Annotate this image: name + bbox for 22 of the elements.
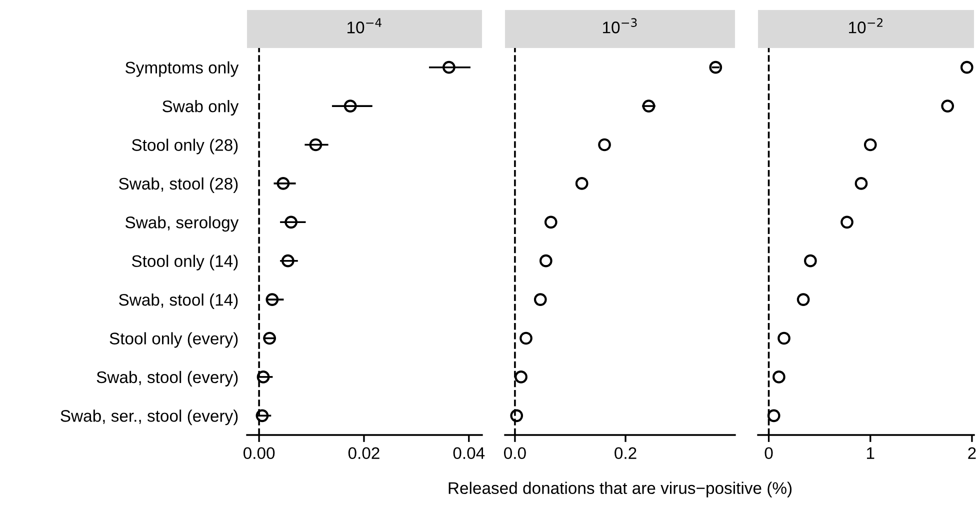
x-tick-label: 0.02 [348,447,380,460]
y-tick-label: Stool only (every) [110,332,238,348]
x-tick-label: 0.00 [244,447,275,460]
x-axis-title: Released donations that are virus−positive (%) [448,482,792,498]
x-tick-label: 1 [867,447,874,459]
y-tick-label: Swab, stool (14) [119,294,238,310]
y-tick-label: Swab, stool (every) [96,370,238,386]
y-tick-label: Swab only [162,100,239,116]
y-tick-label: Swab, serology [125,216,239,232]
y-tick-label: Stool only (28) [132,138,238,154]
y-tick-label: Stool only (14) [132,254,238,270]
chart-title: 10$^{−4}$ [348,18,382,34]
x-tick-label: 0.04 [453,447,485,460]
y-tick-label: Symptoms only [126,61,239,77]
x-tick-label: 0.2 [614,447,636,460]
x-tick-label: 0.0 [504,447,526,460]
x-tick-label: 2 [968,447,976,459]
y-tick-label: Swab, stool (28) [119,177,238,193]
chart-title: 10$^{−3}$ [603,18,637,34]
y-tick-label: Swab, ser., stool (every) [60,410,238,426]
x-tick-label: 0 [764,447,773,460]
chart-title: 10$^{−2}$ [849,18,882,34]
